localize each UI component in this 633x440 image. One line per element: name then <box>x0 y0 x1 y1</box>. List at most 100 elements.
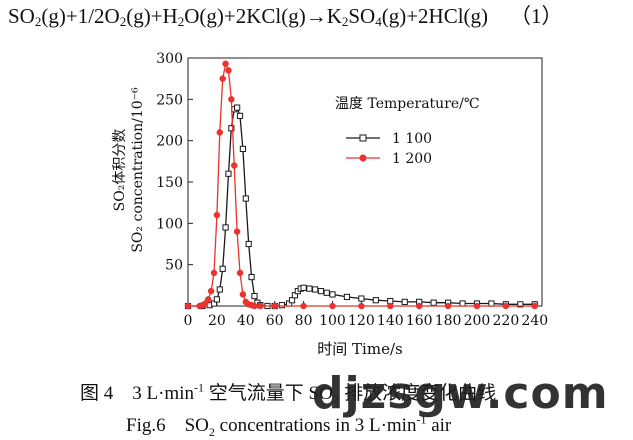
data-point-series-2 <box>531 302 539 310</box>
data-point-series-2 <box>239 291 247 298</box>
caption-cn-sup: -1 <box>194 380 204 395</box>
legend-marker-circle <box>359 154 367 162</box>
reaction-equation: SO2(g)+1/2O2(g)+H2O(g)+2KCl(g)→K2SO4(g)+… <box>8 0 563 30</box>
y-axis-label-cn: SO₂体积分数 <box>112 129 128 212</box>
data-point-series-2 <box>184 302 192 310</box>
data-point-series-2 <box>207 287 215 295</box>
data-point-series-2 <box>213 211 221 219</box>
data-point-series-1 <box>459 300 466 307</box>
figure-caption-en: Fig.6 SO2 concentrations in 3 L·min-1 ai… <box>126 410 451 440</box>
data-point-series-1 <box>300 284 307 291</box>
data-point-series-1 <box>239 145 247 153</box>
data-point-series-2 <box>236 269 244 277</box>
x-tick-label: 220 <box>493 313 520 329</box>
series-layer <box>184 60 539 310</box>
caption-cn-suffix: 空气流量下 SO₂ 排放浓度变化曲线 <box>204 383 497 404</box>
data-point-series-2 <box>387 302 394 310</box>
y-tick-label: 250 <box>156 92 183 108</box>
x-tick-label: 140 <box>377 313 404 329</box>
y-tick-label: 50 <box>165 258 183 274</box>
data-point-series-2 <box>210 269 218 277</box>
data-point-series-1 <box>401 298 408 305</box>
eq-sub: 2 <box>341 14 349 29</box>
caption-cn-prefix: 图 4 3 L·min <box>80 383 194 404</box>
data-point-series-1 <box>251 292 258 300</box>
caption-en-prefix: Fig.6 SO <box>126 415 209 436</box>
data-point-series-1 <box>242 195 249 202</box>
data-point-series-1 <box>317 288 325 295</box>
data-point-series-2 <box>225 67 232 74</box>
legend-label: 1 100 <box>392 131 432 147</box>
data-point-series-2 <box>222 60 229 68</box>
data-point-series-2 <box>233 228 241 235</box>
data-point-series-1 <box>517 301 524 308</box>
data-point-series-2 <box>502 302 510 310</box>
legend: 温度 Temperature/℃ 1 100 1 200 <box>335 96 480 167</box>
data-point-series-2 <box>219 75 226 82</box>
data-point-series-1 <box>372 297 379 304</box>
figure-caption-cn: 图 4 3 L·min-1 空气流量下 SO₂ 排放浓度变化曲线 <box>80 378 496 405</box>
caption-en-suffix: air <box>426 415 452 436</box>
data-point-series-2 <box>358 302 365 310</box>
caption-en-mid: concentrations in 3 L·min <box>214 415 417 436</box>
x-axis-ticks: 0 20 40 60 80 100 120 140 160 180 200 220 240 <box>184 301 548 329</box>
y-axis-label-en: SO₂ concentration/10⁻⁶ <box>130 87 146 253</box>
x-tick-label: 100 <box>319 313 346 329</box>
data-point-series-1 <box>278 302 286 309</box>
y-tick-label: 100 <box>156 216 183 232</box>
data-point-series-2 <box>415 302 423 310</box>
data-point-series-2 <box>329 302 336 310</box>
legend-title: 温度 Temperature/℃ <box>335 96 480 112</box>
eq-part: (g)+H <box>126 4 178 28</box>
data-point-series-1 <box>323 289 330 296</box>
x-tick-label: 20 <box>208 313 226 329</box>
x-axis-label: 时间 Time/s <box>317 340 402 358</box>
data-point-series-2 <box>473 302 481 310</box>
data-point-series-1 <box>219 265 226 272</box>
data-point-series-2 <box>256 302 264 310</box>
eq-part: SO <box>8 4 35 28</box>
y-tick-label: 300 <box>156 51 183 67</box>
data-point-series-1 <box>245 240 252 248</box>
eq-sub: 4 <box>375 14 382 29</box>
data-point-series-1 <box>312 286 319 293</box>
data-point-series-1 <box>228 125 235 132</box>
data-point-series-1 <box>343 293 351 301</box>
legend-marker-square <box>359 134 367 142</box>
x-tick-label: 200 <box>464 313 491 329</box>
y-tick-label: 200 <box>156 134 183 150</box>
data-point-series-1 <box>234 104 241 111</box>
eq-sub: 2 <box>34 14 42 29</box>
eq-part: O(g)+2KCl(g)→K <box>184 4 342 28</box>
x-tick-label: 180 <box>435 313 462 329</box>
x-tick-label: 120 <box>348 313 375 329</box>
data-point-series-2 <box>204 296 212 303</box>
data-point-series-2 <box>230 162 238 169</box>
x-tick-label: 60 <box>266 313 284 329</box>
watermark: djzsgw.com <box>312 368 609 419</box>
data-point-series-1 <box>225 170 232 177</box>
data-point-series-2 <box>251 302 258 310</box>
data-point-series-2 <box>228 96 235 103</box>
x-tick-label: 80 <box>295 313 313 329</box>
data-point-series-1 <box>248 273 255 281</box>
data-point-series-1 <box>216 286 223 293</box>
eq-sub: 2 <box>119 14 127 29</box>
eq-sub: 2 <box>177 14 185 29</box>
data-point-series-2 <box>216 129 224 136</box>
data-point-series-1 <box>213 296 220 303</box>
data-point-series-1 <box>430 299 437 306</box>
data-point-series-1 <box>358 295 365 302</box>
caption-en-sup: -1 <box>416 412 427 427</box>
data-point-series-1 <box>236 112 244 119</box>
y-axis-ticks: 50 100 150 200 250 300 <box>156 51 193 274</box>
eq-part: (g)+2HCl(g) <box>381 4 489 28</box>
caption-en-sub: 2 <box>208 424 215 439</box>
eq-part: SO <box>348 4 376 28</box>
equation-number: （1） <box>510 4 563 28</box>
data-point-series-2 <box>271 302 278 310</box>
x-tick-label: 160 <box>406 313 433 329</box>
data-point-series-2 <box>444 302 452 310</box>
data-point-series-2 <box>300 302 307 310</box>
